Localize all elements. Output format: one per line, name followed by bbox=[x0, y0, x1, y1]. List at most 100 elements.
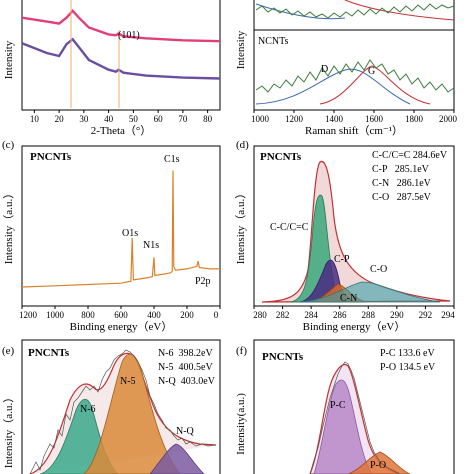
panel-a-frame bbox=[21, 0, 221, 111]
panel-c-peak-n1s: N1s bbox=[143, 240, 159, 251]
panel-d-xticks: 280 282 284 286 288 290 292 294 bbox=[253, 306, 455, 320]
panel-a-xtick-label: 20 bbox=[55, 114, 65, 124]
panel-d-tag: (d) bbox=[236, 139, 249, 151]
panel-d-xtick-label: 286 bbox=[333, 310, 347, 320]
panel-a-annotation: (101) bbox=[118, 30, 140, 41]
panel-c-tag: (c) bbox=[2, 139, 15, 151]
panel-a-series-2 bbox=[21, 37, 221, 80]
panel-c-xtick-label: 200 bbox=[180, 310, 194, 320]
panel-c-xtick-label: 400 bbox=[147, 310, 161, 320]
panel-b: NCNTs D G 1000 1200 1400 1600 1800 2000 Raman… bbox=[235, 0, 458, 137]
panel-a-ylabel: Intensity bbox=[3, 40, 15, 79]
panel-f-label-po: P-O bbox=[370, 460, 386, 471]
panel-a-xtick-label: 50 bbox=[129, 114, 139, 124]
panel-c: (c) PNCNTs C1s O1s N1s P2p 1200 1000 800 60… bbox=[2, 139, 221, 333]
panel-c-xtick-label: 800 bbox=[81, 310, 95, 320]
panel-b-top-blue bbox=[255, 3, 346, 20]
panel-e-nq-peak bbox=[149, 443, 205, 474]
panel-e-legend-1: N-6 398.2eV bbox=[158, 348, 213, 359]
panel-d: (d) PNCNTs C-C/C=C 284.6eV C-P 285.1eV C… bbox=[234, 139, 455, 333]
panel-c-peak-o1s: O1s bbox=[122, 228, 138, 239]
panel-d-xlabel: Binding energy（eV） bbox=[303, 320, 406, 333]
panel-a-xtick-label: 60 bbox=[154, 114, 164, 124]
panel-c-peak-p2p: P2p bbox=[195, 276, 211, 287]
panel-e-legend-2: N-5 400.5eV bbox=[158, 362, 213, 373]
panel-a-xtick-label: 70 bbox=[178, 114, 188, 124]
panel-b-top-noise bbox=[255, 3, 455, 19]
panel-d-frame bbox=[253, 145, 455, 307]
panel-c-xtick-label: 0 bbox=[214, 310, 219, 320]
panel-d-xtick-label: 292 bbox=[419, 310, 433, 320]
panel-f-label-pc: P-C bbox=[330, 400, 346, 411]
panel-b-xtick-label: 1000 bbox=[251, 114, 270, 124]
panel-b-xtick-label: 1600 bbox=[365, 114, 384, 124]
panel-f-sample: PNCNTs bbox=[262, 351, 304, 363]
panel-d-xtick-label: 284 bbox=[304, 310, 318, 320]
panel-f-pc-peak bbox=[313, 379, 373, 474]
panel-c-xtick-label: 600 bbox=[114, 310, 128, 320]
panel-f-frame bbox=[253, 339, 455, 474]
panel-b-noise bbox=[255, 59, 455, 93]
panel-a-xlabel: 2-Theta（°） bbox=[91, 124, 152, 137]
panel-b-xticks: 1000 1200 1400 1600 1800 2000 bbox=[251, 110, 458, 124]
panel-e-n5-peak bbox=[83, 353, 181, 474]
panel-b-xtick-label: 1200 bbox=[285, 114, 304, 124]
panel-a-xtick-label: 30 bbox=[79, 114, 89, 124]
panel-c-survey-line bbox=[21, 170, 220, 288]
panel-c-frame bbox=[21, 145, 221, 307]
panel-b-peak-g: G bbox=[368, 66, 375, 77]
panel-d-legend-3: C-N 286.1eV bbox=[372, 178, 432, 189]
panel-a-xticks: 10 20 30 40 50 60 70 80 bbox=[30, 110, 213, 124]
panel-e-tag: (e) bbox=[2, 345, 15, 357]
panel-d-sample: PNCNTs bbox=[260, 151, 302, 163]
panel-a-series bbox=[21, 9, 221, 80]
panel-b-xtick-label: 1400 bbox=[325, 114, 344, 124]
panel-d-label-cp: C-P bbox=[334, 254, 350, 265]
panel-e-legend-3: N-Q 403.0eV bbox=[158, 376, 216, 387]
panel-f-legend-1: P-C 133.6 eV bbox=[380, 348, 436, 359]
panel-c-xticks: 1200 1000 800 600 400 200 0 bbox=[19, 306, 221, 320]
panel-d-ylabel: Intensity（a.u.） bbox=[234, 188, 247, 264]
panel-f-ylabel: Intensity(a.u.) bbox=[235, 393, 247, 455]
panel-d-legend-1: C-C/C=C 284.6eV bbox=[372, 150, 448, 161]
panel-d-legend-4: C-O 287.5eV bbox=[372, 192, 432, 203]
panel-e-label-nq: N-Q bbox=[176, 426, 195, 437]
panel-d-label-cc: C-C/C=C bbox=[270, 222, 309, 233]
panel-d-label-cn: C-N bbox=[340, 293, 357, 304]
panel-e-label-n6: N-6 bbox=[80, 404, 96, 415]
panel-b-g-band bbox=[319, 65, 431, 105]
panel-c-xlabel: Binding energy（eV） bbox=[70, 320, 173, 333]
panel-b-sample: NCNTs bbox=[258, 36, 289, 47]
panel-b-d-band bbox=[255, 68, 411, 105]
panel-b-xtick-label: 1800 bbox=[405, 114, 424, 124]
panel-d-label-co: C-O bbox=[370, 264, 387, 275]
panel-d-legend-2: C-P 285.1eV bbox=[372, 164, 430, 175]
panel-a-xtick-label: 10 bbox=[30, 114, 40, 124]
panel-a-xtick-label: 80 bbox=[203, 114, 213, 124]
panel-d-xtick-label: 294 bbox=[441, 310, 455, 320]
panel-b-peak-d: D bbox=[321, 64, 328, 75]
panel-d-xtick-label: 290 bbox=[390, 310, 404, 320]
panel-e: (e) PNCNTs N-6 398.2eV N-5 400.5eV N-Q 4… bbox=[2, 339, 221, 474]
panel-c-xtick-label: 1200 bbox=[19, 310, 38, 320]
panel-b-ylabel: Intensity bbox=[235, 30, 247, 69]
panel-f-legend-2: P-O 134.5 eV bbox=[380, 362, 436, 373]
panel-c-peak-c1s: C1s bbox=[164, 154, 180, 165]
panel-b-xlabel: Raman shift（cm⁻¹） bbox=[305, 124, 403, 137]
panel-d-xtick-label: 280 bbox=[253, 310, 267, 320]
panel-a: (101) 10 20 30 40 50 60 70 80 2-Theta（°） Intens… bbox=[3, 0, 221, 137]
panel-f-po-peak bbox=[347, 451, 411, 474]
panel-c-ylabel: Intensity（a.u.） bbox=[2, 188, 15, 264]
panel-e-frame bbox=[21, 339, 221, 474]
panel-b-xtick-label: 2000 bbox=[439, 114, 458, 124]
panel-e-sample: PNCNTs bbox=[28, 347, 70, 359]
panel-b-top-red bbox=[344, 0, 455, 21]
panel-a-series-1 bbox=[21, 9, 221, 43]
panel-d-co-peak bbox=[299, 281, 441, 303]
panel-d-xtick-label: 282 bbox=[276, 310, 290, 320]
panel-b-frame bbox=[253, 0, 455, 111]
panel-e-ylabel: Intensity（a.u.） bbox=[2, 392, 15, 468]
panel-e-label-n5: N-5 bbox=[120, 376, 136, 387]
panel-c-xtick-label: 1000 bbox=[46, 310, 65, 320]
